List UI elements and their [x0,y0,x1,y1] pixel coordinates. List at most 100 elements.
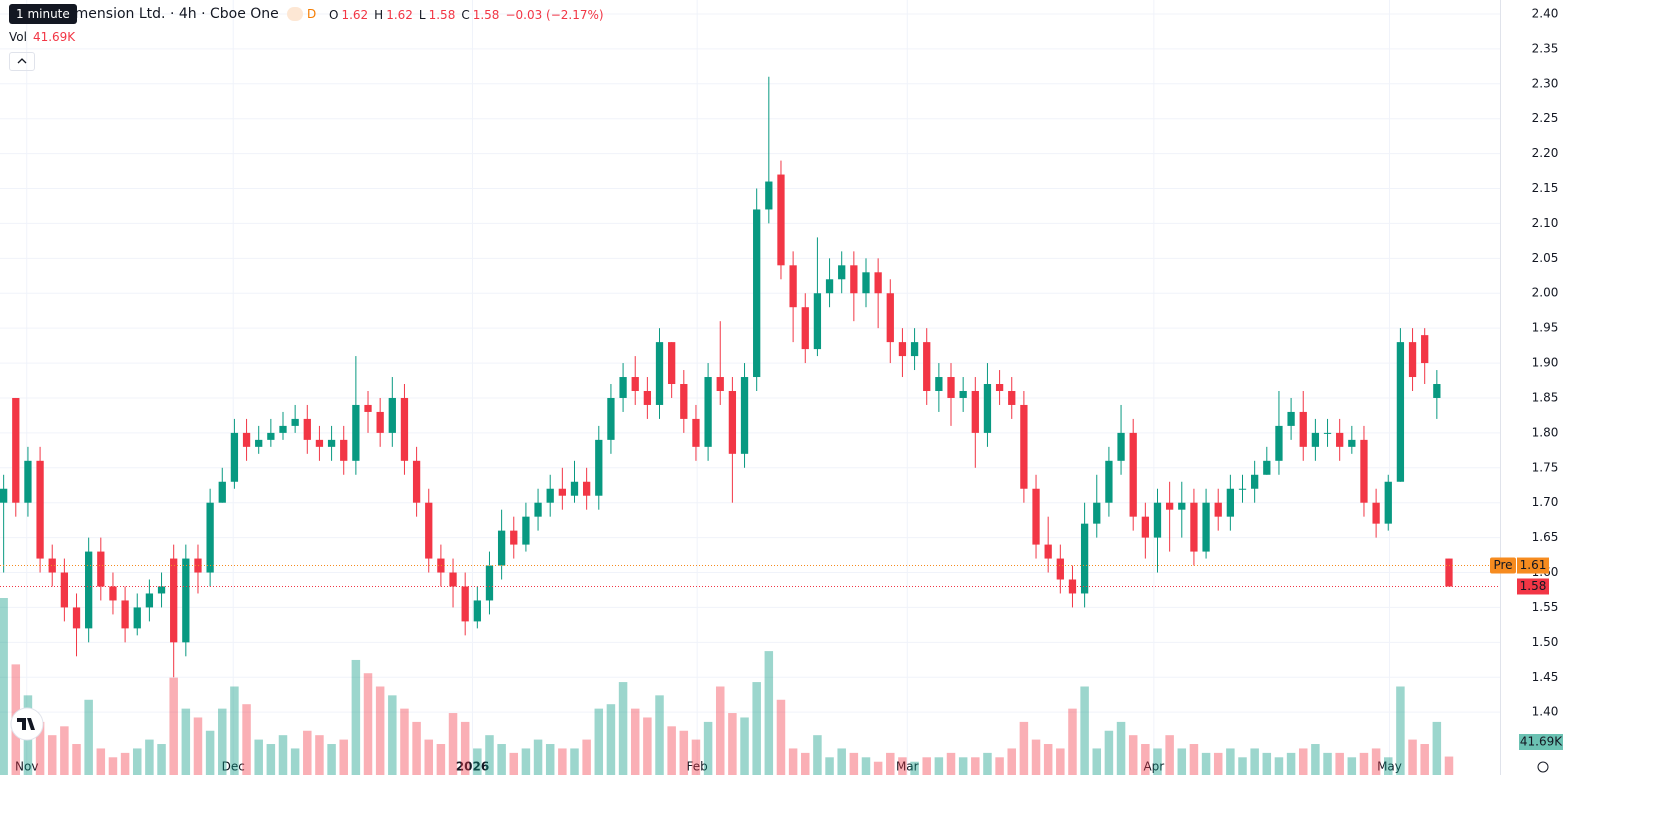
volume-bar [521,748,531,775]
collapse-button[interactable] [9,52,35,71]
volume-bar [157,744,166,775]
candle-body [206,502,214,573]
candle-body [1153,502,1162,538]
volume-bar [1080,686,1089,775]
interval-badge: D [307,7,317,21]
volume-bar [388,695,397,775]
candle-body [1117,432,1125,461]
candle-body [437,558,445,573]
volume-bar [776,699,786,775]
volume-badge [1519,734,1563,750]
ohlc-value: 1.58 [428,8,456,22]
ohlc-value: 1.62 [386,8,413,22]
candle-body [595,439,603,496]
candle-body [789,265,797,308]
candle-body [485,565,494,601]
settings-icon [1537,761,1549,773]
candle-body [0,488,8,503]
candle-body [48,558,56,573]
volume-bar [424,739,433,775]
volume-bar [898,757,907,775]
volume-bar [1274,757,1284,775]
volume-label: Vol [9,30,27,44]
candle-body [813,293,822,350]
volume-bar [218,708,227,775]
tooltip: 1 minute [9,4,77,24]
y-tick-label: 2.40 [1532,6,1559,20]
candle-body [24,460,32,503]
volume-bar [813,735,822,775]
volume-bar [1286,752,1296,775]
y-tick-label: 1.75 [1532,460,1559,474]
x-tick-label: Mar [896,760,919,774]
candle-body [1044,544,1052,559]
volume-bar [303,730,312,775]
y-tick-label: 2.35 [1532,41,1559,55]
volume-bar [1371,748,1381,775]
candle-body [631,377,639,391]
ohlc-key: L [418,8,426,22]
candle-body [1093,502,1101,524]
candle-body [497,530,506,566]
candle-body [291,418,299,426]
candle-body [910,342,919,357]
candle-body [728,390,737,454]
candle-body [242,432,251,447]
volume-bar [1007,748,1016,775]
y-tick-label: 1.65 [1532,530,1559,544]
volume-bar [169,677,178,775]
y-tick-label: 1.85 [1532,390,1559,404]
candle-body [947,377,955,398]
volume-bar [193,717,203,775]
volume-bar [752,682,761,775]
volume-bar [740,717,749,775]
volume-bar [230,686,239,775]
volume-bar [84,699,93,775]
y-tick-label: 2.05 [1532,251,1559,265]
candle-body [170,558,178,643]
candle-body [388,397,396,433]
volume-bar [400,708,409,775]
y-tick-label: 1.70 [1532,495,1559,509]
volume-bar [1396,686,1405,775]
ohlc-key: C [461,8,470,22]
candle-body [1080,523,1089,594]
candle-body [753,209,761,378]
y-tick-label: 2.00 [1532,286,1559,300]
candle-body [1421,335,1429,364]
volume-bar [934,757,944,775]
volume-bar [1335,752,1344,775]
volume-bar [618,682,628,775]
volume-bar [1432,721,1442,775]
volume-bar [1141,744,1150,775]
x-tick-label: 2026 [456,760,489,774]
candle-body [182,558,190,643]
volume-bar [679,730,689,775]
candle-body [72,607,81,629]
y-tick-label: 1.80 [1532,425,1559,439]
volume-badge-label: 41.69K [1520,735,1563,749]
candle-body [461,586,469,622]
candle-body [121,600,129,629]
candle-body [1020,404,1028,489]
volume-bar [1213,752,1223,775]
candle-body [825,279,834,294]
volume-bar [910,761,919,775]
candle-body [582,481,591,496]
volume-bar [922,757,931,775]
candle-body [1214,502,1222,517]
candle-body [327,439,336,447]
volume-bar [570,748,579,775]
volume-bar [60,726,69,775]
x-tick-label: May [1377,760,1402,774]
candle-body [97,551,105,587]
x-tick-label: Apr [1143,760,1164,774]
x-tick-label: Nov [15,760,38,774]
volume-bar [35,721,45,775]
volume-bar [873,761,883,775]
candle-body [740,377,749,454]
y-tick-label: 2.20 [1532,146,1559,160]
volume-bar [120,752,130,775]
candle-body [133,607,141,629]
